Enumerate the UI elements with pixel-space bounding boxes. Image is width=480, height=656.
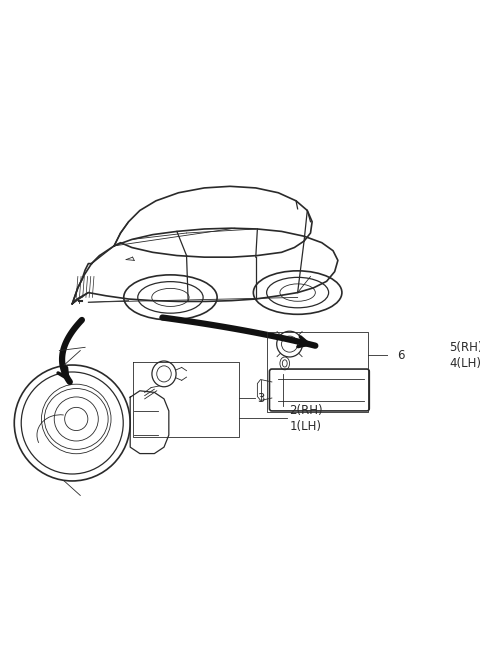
Text: 2(RH)
1(LH): 2(RH) 1(LH)	[289, 403, 323, 433]
Text: 5(RH)
4(LH): 5(RH) 4(LH)	[449, 341, 480, 370]
Text: 6: 6	[397, 349, 405, 362]
Text: 3: 3	[257, 392, 265, 405]
